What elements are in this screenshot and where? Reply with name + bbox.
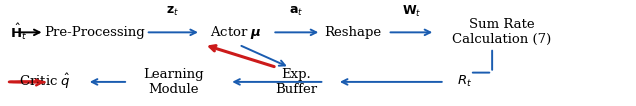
Text: Exp.
Buffer: Exp. Buffer — [275, 68, 317, 96]
Text: $\hat{\mathbf{H}}_t$: $\hat{\mathbf{H}}_t$ — [10, 22, 27, 43]
Text: Learning
Module: Learning Module — [143, 68, 204, 96]
Text: Reshape: Reshape — [324, 26, 382, 39]
Text: $\mathbf{W}_t$: $\mathbf{W}_t$ — [402, 4, 422, 19]
Text: $\mathbf{z}_t$: $\mathbf{z}_t$ — [167, 5, 179, 18]
Text: $R_t$: $R_t$ — [457, 74, 473, 89]
Text: Critic $\hat{q}$: Critic $\hat{q}$ — [18, 72, 71, 91]
Text: Actor $\boldsymbol{\mu}$: Actor $\boldsymbol{\mu}$ — [210, 24, 261, 41]
Text: $\mathbf{a}_t$: $\mathbf{a}_t$ — [289, 5, 303, 18]
Text: Sum Rate
Calculation (7): Sum Rate Calculation (7) — [452, 18, 551, 46]
Text: Pre-Processing: Pre-Processing — [45, 26, 146, 39]
